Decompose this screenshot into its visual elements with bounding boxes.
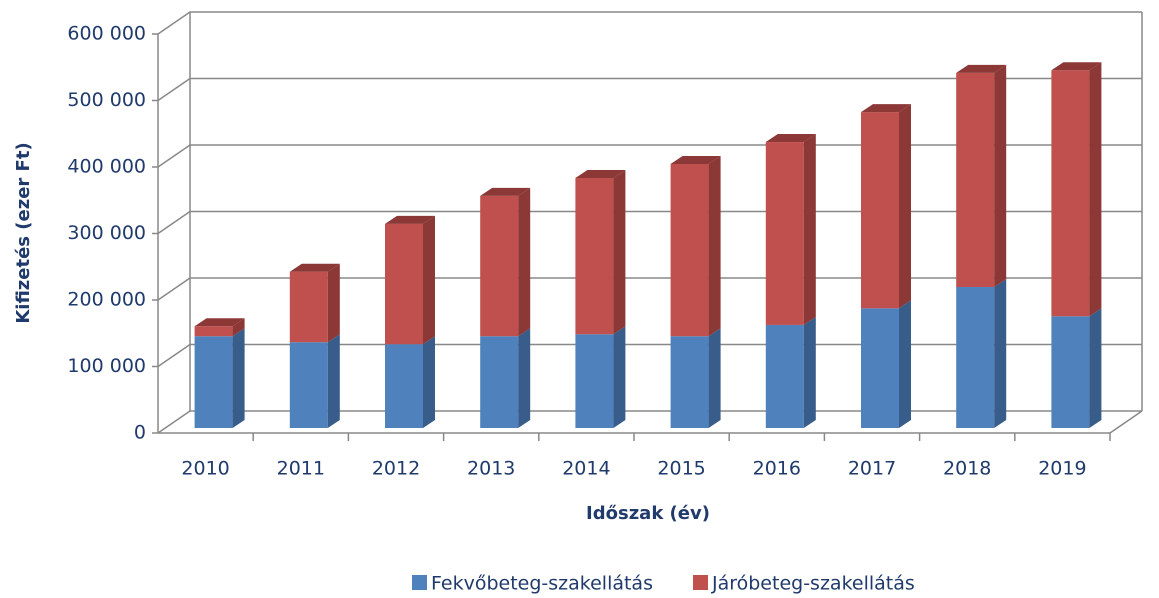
x-tick-label: 2019 <box>1038 458 1086 480</box>
bar-top <box>765 134 816 143</box>
bar <box>575 326 626 428</box>
bar-front <box>670 163 709 337</box>
bar <box>670 328 721 428</box>
bar <box>289 263 340 343</box>
x-tick-label: 2017 <box>848 458 896 480</box>
bar-side <box>994 279 1007 428</box>
legend-label: Járóbeteg-szakellátás <box>711 573 915 595</box>
bar <box>289 334 340 428</box>
bar <box>385 215 435 345</box>
bar-side <box>899 300 911 428</box>
x-tick-label: 2012 <box>372 458 420 480</box>
bar-front <box>289 271 328 343</box>
bar <box>956 64 1007 288</box>
bar-side <box>994 64 1007 288</box>
y-tick-label: 0 <box>134 422 146 444</box>
bar-top <box>385 215 435 224</box>
bar-front <box>861 112 899 309</box>
bar <box>765 316 816 428</box>
y-tick-label: 300 000 <box>67 222 146 244</box>
bar <box>1051 62 1102 317</box>
bar-top <box>480 187 531 196</box>
bar-side <box>803 134 816 325</box>
bar-front <box>194 336 233 428</box>
bar-front <box>861 308 899 428</box>
bar-front <box>956 72 995 288</box>
bar-front <box>385 344 423 428</box>
bar <box>385 336 435 428</box>
y-tick-label: 200 000 <box>67 289 146 311</box>
bar-side <box>423 336 435 428</box>
bar-side <box>327 334 340 428</box>
y-tick-label: 400 000 <box>67 156 146 178</box>
bar-side <box>1089 62 1102 317</box>
bar <box>861 104 911 309</box>
bar <box>670 155 721 337</box>
bar-front <box>480 195 519 337</box>
bar-front <box>670 336 709 428</box>
bar-front <box>1051 316 1090 428</box>
bar-top <box>289 263 340 272</box>
y-tick-label: 500 000 <box>67 89 146 111</box>
x-tick-label: 2016 <box>753 458 801 480</box>
bar-side <box>518 328 531 428</box>
x-tick-label: 2018 <box>943 458 991 480</box>
bar-side <box>708 155 721 337</box>
x-tick-label: 2010 <box>181 458 229 480</box>
bar <box>194 318 245 337</box>
bar-top <box>670 155 721 164</box>
grid-line <box>157 11 1142 35</box>
bar-top <box>1051 62 1102 71</box>
bar-front <box>956 287 995 428</box>
bar <box>861 300 911 428</box>
bar-top <box>956 64 1007 73</box>
bar-front <box>289 342 328 428</box>
bar <box>1051 308 1102 428</box>
bar <box>956 279 1007 428</box>
bar-side <box>708 328 721 428</box>
bar-front <box>765 324 804 428</box>
bar-front <box>1051 70 1090 317</box>
bar-front <box>765 142 804 325</box>
bar-front <box>194 326 233 337</box>
bar <box>194 328 245 428</box>
bar-side <box>613 326 626 428</box>
bar-side <box>518 187 531 337</box>
axis-line <box>1109 410 1143 434</box>
bar-front <box>575 334 614 428</box>
bar-side <box>613 169 626 335</box>
y-tick-label: 600 000 <box>67 23 146 45</box>
bar-side <box>899 104 911 309</box>
bar-side <box>232 328 245 428</box>
bar-side <box>232 318 245 337</box>
x-axis-label: Időszak (év) <box>586 503 710 524</box>
bar <box>480 187 531 337</box>
bar-front <box>385 223 423 345</box>
bar-top <box>861 104 911 113</box>
bar-side <box>803 316 816 428</box>
bar-front <box>480 336 519 428</box>
bar-front <box>575 177 614 335</box>
bar-side <box>423 215 435 345</box>
x-tick-label: 2015 <box>657 458 705 480</box>
bar-top <box>575 169 626 178</box>
legend-label: Fekvőbeteg-szakellátás <box>431 573 653 595</box>
x-tick-label: 2011 <box>277 458 325 480</box>
bar <box>575 169 626 335</box>
x-tick-label: 2013 <box>467 458 515 480</box>
x-tick-label: 2014 <box>562 458 610 480</box>
bar-top <box>194 318 245 327</box>
y-axis-label: Kifizetés (ezer Ft) <box>13 142 34 323</box>
bar-side <box>1089 308 1102 428</box>
legend-swatch <box>412 575 427 590</box>
bar <box>480 328 531 428</box>
y-tick-label: 100 000 <box>67 355 146 377</box>
legend-swatch <box>692 575 708 590</box>
bar-side <box>327 263 340 343</box>
bar <box>765 134 816 325</box>
